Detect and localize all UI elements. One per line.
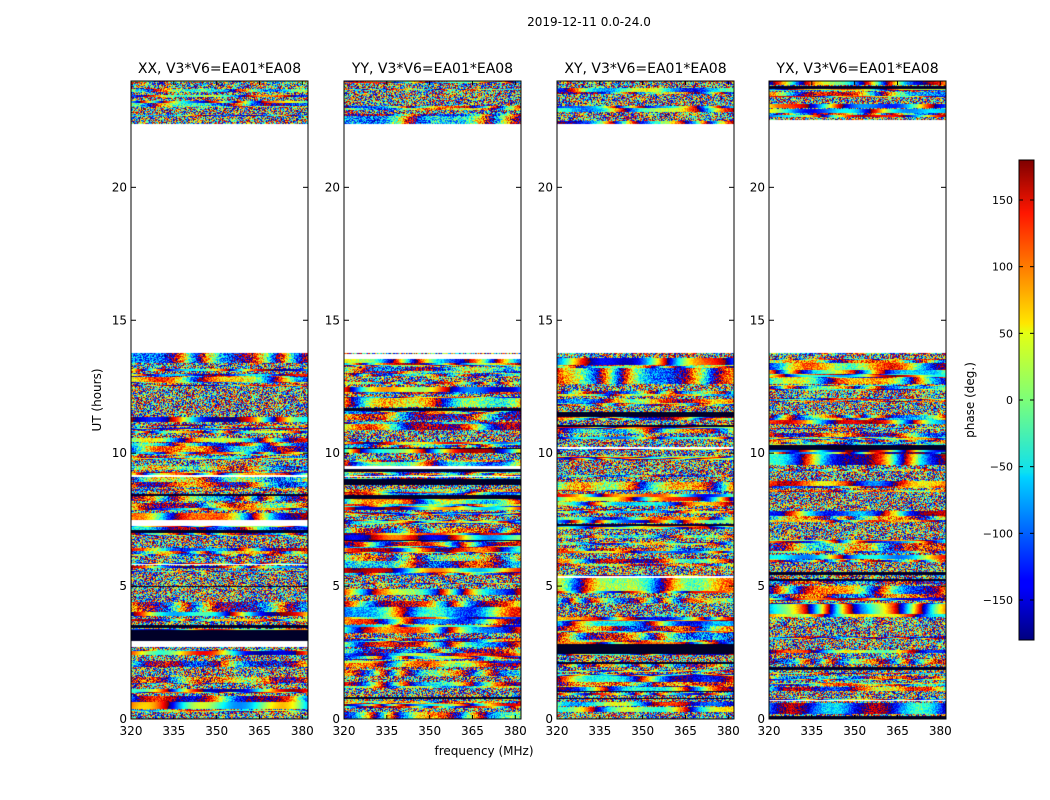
- y-tick-label: 10: [325, 446, 340, 460]
- panel-frame: [343, 80, 522, 720]
- y-tick-label: 5: [119, 579, 127, 593]
- y-tick-label: 10: [750, 446, 765, 460]
- y-tick-label: 15: [538, 313, 553, 327]
- y-tick-label: 0: [332, 712, 340, 726]
- panel-title: YX, V3*V6=EA01*EA08: [775, 61, 938, 77]
- panel-frame: [768, 80, 947, 720]
- panel: XY, V3*V6=EA01*EA08 320 335 350 365 380 0 5 10 15…: [538, 61, 740, 738]
- x-tick-label: 350: [205, 724, 228, 738]
- y-tick-label: 15: [112, 313, 127, 327]
- colorbar-tick-label: −100: [983, 527, 1013, 540]
- phase-image: [557, 81, 734, 719]
- panel: XX, V3*V6=EA01*EA08 320 335 350 365 380 0 5 10 15…: [112, 61, 314, 738]
- y-tick-label: 5: [757, 579, 765, 593]
- y-tick-label: 5: [332, 579, 340, 593]
- x-tick-label: 380: [717, 724, 740, 738]
- colorbar-label: phase (deg.): [963, 362, 977, 438]
- x-tick-label: 350: [631, 724, 654, 738]
- colorbar: −150 −100 −50 0 50 100 150 phase (deg.): [963, 159, 1035, 641]
- panel: YY, V3*V6=EA01*EA08 320 335 350 365 380 0 5 10 15…: [325, 61, 527, 738]
- y-tick-label: 15: [750, 313, 765, 327]
- colorbar-tick-label: −50: [990, 461, 1013, 474]
- x-tick-label: 365: [674, 724, 697, 738]
- x-tick-label: 320: [120, 724, 143, 738]
- y-tick-label: 20: [325, 180, 340, 194]
- y-tick-label: 20: [538, 180, 553, 194]
- x-tick-label: 365: [248, 724, 271, 738]
- x-tick-label: 380: [929, 724, 952, 738]
- y-tick-label: 0: [545, 712, 553, 726]
- y-tick-label: 0: [757, 712, 765, 726]
- x-tick-label: 365: [461, 724, 484, 738]
- x-tick-label: 335: [588, 724, 611, 738]
- x-tick-label: 350: [843, 724, 866, 738]
- panel-frame: [556, 80, 735, 720]
- colorbar-tick-label: 0: [1006, 394, 1013, 407]
- x-tick-label: 335: [800, 724, 823, 738]
- panels: XX, V3*V6=EA01*EA08 320 335 350 365 380 0 5 10 15…: [112, 61, 952, 738]
- y-tick-label: 5: [545, 579, 553, 593]
- x-tick-label: 320: [758, 724, 781, 738]
- panel: YX, V3*V6=EA01*EA08 320 335 350 365 380 0 5 10 15…: [750, 61, 952, 738]
- y-axis-label: UT (hours): [90, 368, 104, 431]
- x-tick-label: 365: [886, 724, 909, 738]
- colorbar-ticks: −150 −100 −50 0 50 100 150: [983, 194, 1034, 607]
- colorbar-tick-label: −150: [983, 594, 1013, 607]
- x-tick-label: 380: [291, 724, 314, 738]
- x-tick-label: 320: [546, 724, 569, 738]
- y-tick-label: 20: [750, 180, 765, 194]
- phase-image: [131, 81, 308, 719]
- x-tick-label: 380: [504, 724, 527, 738]
- colorbar-tick-label: 100: [992, 261, 1013, 274]
- panel-title: YY, V3*V6=EA01*EA08: [351, 61, 513, 77]
- figure-title: 2019-12-11 0.0-24.0: [527, 15, 651, 29]
- phase-image: [769, 81, 946, 719]
- x-tick-label: 335: [375, 724, 398, 738]
- y-tick-label: 15: [325, 313, 340, 327]
- panel-title: XX, V3*V6=EA01*EA08: [138, 61, 301, 77]
- colorbar-tick-label: 150: [992, 194, 1013, 207]
- colorbar-tick-label: 50: [999, 327, 1013, 340]
- y-tick-label: 10: [538, 446, 553, 460]
- y-tick-label: 20: [112, 180, 127, 194]
- panel-title: XY, V3*V6=EA01*EA08: [564, 61, 726, 77]
- y-tick-label: 10: [112, 446, 127, 460]
- x-tick-label: 350: [418, 724, 441, 738]
- x-axis-label: frequency (MHz): [434, 744, 533, 758]
- panel-frame: [130, 80, 309, 720]
- phase-image: [344, 81, 521, 719]
- x-tick-label: 335: [162, 724, 185, 738]
- y-tick-label: 0: [119, 712, 127, 726]
- x-tick-label: 320: [333, 724, 356, 738]
